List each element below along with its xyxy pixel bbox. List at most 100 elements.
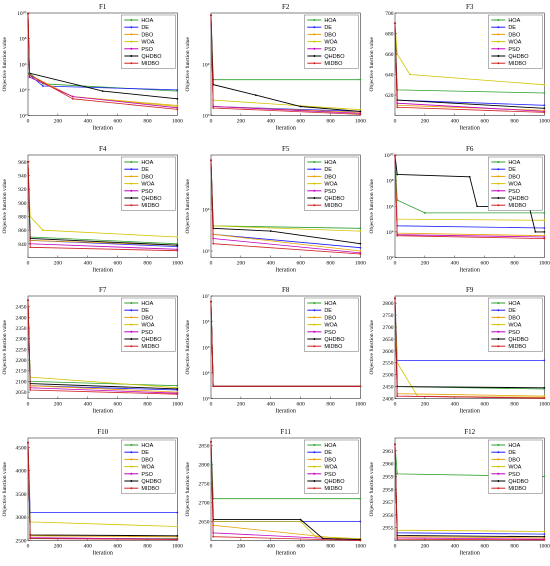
data-point <box>322 537 325 540</box>
x-tick-label: 800 <box>510 402 519 408</box>
data-point <box>212 107 215 109</box>
legend-marker-de <box>130 450 133 453</box>
x-tick-label: 1000 <box>355 543 366 549</box>
legend-label-midbo: MIDBO <box>325 61 344 67</box>
x-tick-label: 800 <box>327 402 336 408</box>
y-axis-label: Objective function value <box>368 461 375 516</box>
legend-marker-qhdbo <box>496 338 499 340</box>
y-tick-label: 4500 <box>16 445 27 451</box>
y-tick-label: 2956 <box>382 512 393 518</box>
y-axis-label: Objective function value <box>184 320 191 375</box>
data-point <box>359 252 362 255</box>
legend-label-pso: PSO <box>141 188 153 194</box>
x-tick-label: 0 <box>27 260 30 266</box>
data-point <box>475 204 478 207</box>
x-tick-label: 400 <box>450 402 459 408</box>
data-point <box>176 245 179 247</box>
data-point <box>42 228 44 231</box>
x-tick-label: 800 <box>143 402 152 408</box>
legend-label-de: DE <box>325 25 333 31</box>
data-point <box>101 90 104 93</box>
data-point <box>393 443 396 445</box>
legend-label-hoa: HOA <box>508 18 520 24</box>
legend-label-pso: PSO <box>141 47 153 53</box>
x-tick-label: 0 <box>27 119 30 125</box>
y-tick-label: 2960 <box>382 461 393 467</box>
legend-marker-woa <box>130 182 133 185</box>
data-point <box>543 226 545 229</box>
y-tick-label: 2450 <box>382 385 393 391</box>
data-point <box>543 234 545 237</box>
legend-marker-woa <box>313 40 316 43</box>
legend-marker-pso <box>496 47 499 50</box>
y-tick-label: 3000 <box>16 515 27 521</box>
legend-marker-midbo <box>130 345 133 348</box>
legend-label-pso: PSO <box>508 47 520 53</box>
legend-label-woa: WOA <box>141 40 154 46</box>
legend-label-pso: PSO <box>508 330 520 336</box>
y-tick-label: 2959 <box>382 474 393 480</box>
x-tick-label: 800 <box>510 119 519 125</box>
y-tick-label: 2200 <box>16 358 27 364</box>
legend-label-de: DE <box>141 167 149 173</box>
x-tick-label: 600 <box>297 260 306 266</box>
chart-title: F6 <box>466 145 474 153</box>
y-tick-label: 10¹⁰ <box>17 10 27 17</box>
data-point <box>300 518 302 521</box>
y-tick-label: 2800 <box>199 462 210 468</box>
y-axis-label: Objective function value <box>368 178 375 233</box>
y-tick-label: 2650 <box>199 519 210 525</box>
y-tick-label: 2800 <box>382 301 393 307</box>
legend-label-dbo: DBO <box>325 174 338 180</box>
legend-label-midbo: MIDBO <box>508 203 527 209</box>
data-point <box>395 173 398 175</box>
legend-marker-hoa <box>313 302 316 304</box>
legend-label-dbo: DBO <box>141 315 154 321</box>
legend-marker-de <box>496 167 499 170</box>
legend-marker-de <box>313 309 316 312</box>
data-point <box>314 535 317 538</box>
legend-marker-hoa <box>496 19 499 21</box>
y-tick-label: 2150 <box>16 369 27 375</box>
legend-marker-de <box>313 26 316 29</box>
data-point <box>543 237 545 239</box>
data-point <box>543 230 545 233</box>
legend-marker-pso <box>496 330 499 333</box>
y-tick-label: 10³ <box>203 249 211 255</box>
y-tick-label: 2955 <box>382 525 393 531</box>
y-tick-label: 2600 <box>382 349 393 355</box>
legend-marker-woa <box>496 182 499 185</box>
legend-label-dbo: DBO <box>325 32 338 38</box>
legend-marker-midbo <box>130 203 133 206</box>
legend-label-woa: WOA <box>508 464 521 470</box>
y-tick-label: 10⁴ <box>386 229 394 235</box>
x-tick-label: 0 <box>27 543 30 549</box>
x-tick-label: 0 <box>27 402 30 408</box>
x-tick-label: 0 <box>393 543 396 549</box>
data-point <box>176 88 179 91</box>
legend-marker-hoa <box>130 19 133 21</box>
x-axis-label: Iteration <box>276 550 296 556</box>
legend-label-hoa: HOA <box>141 160 153 166</box>
x-tick-label: 200 <box>237 260 246 266</box>
data-point <box>176 106 179 109</box>
legend-marker-dbo <box>130 33 133 36</box>
data-point <box>176 249 179 252</box>
legend-marker-midbo <box>496 345 499 348</box>
plot-area <box>27 295 178 399</box>
x-tick-label: 600 <box>113 402 122 408</box>
legend-label-pso: PSO <box>325 330 337 336</box>
legend-marker-midbo <box>496 62 499 65</box>
y-tick-label: 880 <box>18 214 27 220</box>
data-point <box>176 384 179 387</box>
y-tick-label: 10⁴ <box>202 62 210 68</box>
legend-label-woa: WOA <box>325 181 338 187</box>
y-tick-label: 10⁶ <box>386 204 394 210</box>
y-tick-label: 900 <box>18 200 27 206</box>
y-tick-label: 2850 <box>199 443 210 449</box>
x-tick-label: 400 <box>84 260 93 266</box>
x-tick-label: 200 <box>54 260 63 266</box>
y-tick-label: 2958 <box>382 487 393 493</box>
legend-marker-pso <box>313 330 316 333</box>
x-tick-label: 200 <box>237 402 246 408</box>
